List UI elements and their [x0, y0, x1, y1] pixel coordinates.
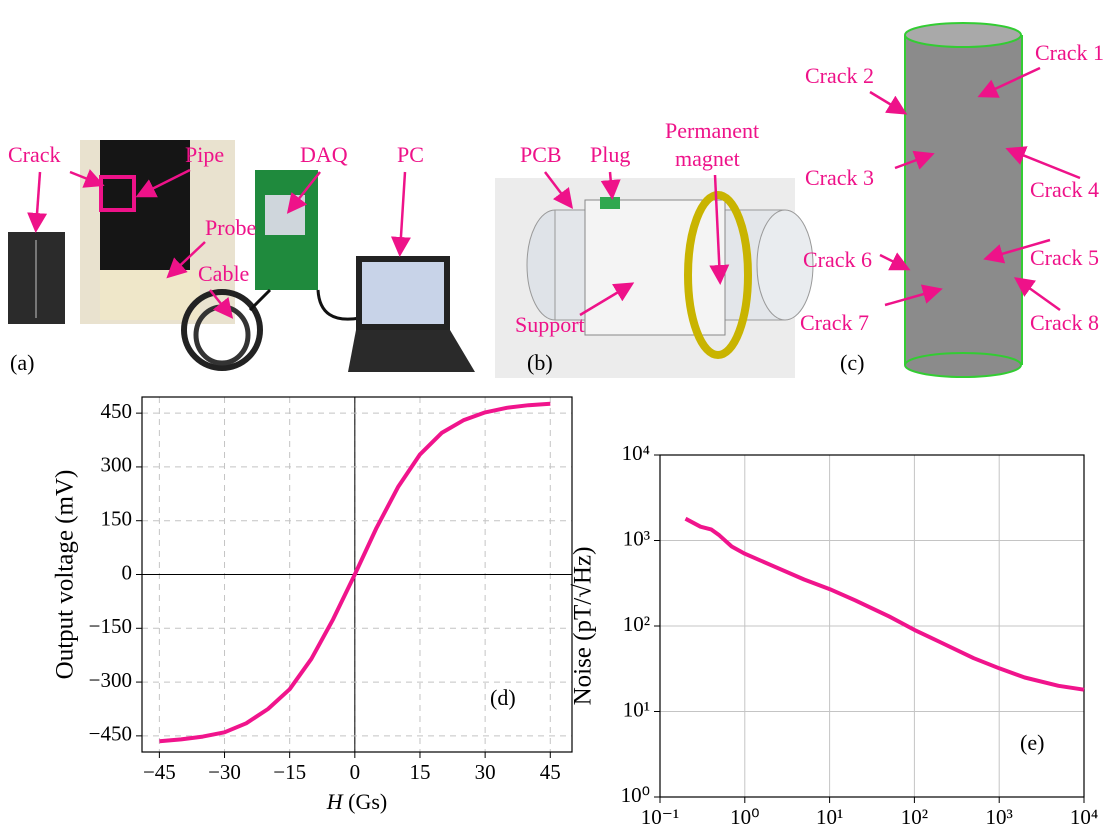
x-tick-label: 10³ [986, 805, 1013, 829]
figure: Crack Pipe Probe Cable DAQ PC (a) PCB Pl… [0, 0, 1118, 829]
x-axis-symbol: H [326, 789, 344, 814]
label: magnet [675, 146, 740, 171]
label: Cable [198, 261, 249, 286]
arrow [880, 255, 906, 268]
label: Crack 6 [803, 247, 872, 272]
label: Crack [8, 142, 61, 167]
y-tick-label: −450 [89, 722, 132, 746]
panel-a: Crack Pipe Probe Cable DAQ PC (a) [8, 140, 475, 375]
label: Plug [590, 142, 630, 167]
panel-label: (d) [490, 685, 516, 710]
arrow [1018, 280, 1060, 310]
y-tick-label: 10¹ [623, 697, 650, 721]
x-tick-label: 45 [540, 760, 561, 784]
arrow [36, 172, 40, 228]
arrow [870, 92, 903, 112]
label: Crack 2 [805, 63, 874, 88]
panel-label: (e) [1020, 730, 1044, 755]
label: PCB [520, 142, 562, 167]
x-tick-label: 10² [901, 805, 928, 829]
y-tick-label: 10² [623, 612, 650, 636]
arrow [400, 172, 405, 252]
y-tick-label: −150 [89, 614, 132, 638]
x-tick-label: 10¹ [816, 805, 843, 829]
panel-b: PCB Plug Permanent magnet Support (b) [495, 118, 813, 378]
panel-label: (a) [10, 350, 34, 375]
plug [600, 197, 620, 209]
label: Crack 5 [1030, 245, 1099, 270]
x-tick-label: −30 [208, 760, 241, 784]
y-tick-label: 10³ [623, 526, 650, 550]
label: Permanent [665, 118, 759, 143]
panel-label: (b) [527, 350, 553, 375]
pipe-end [905, 23, 1021, 47]
y-tick-label: 300 [101, 453, 133, 477]
label: DAQ [300, 142, 348, 167]
x-tick-label: 15 [409, 760, 430, 784]
x-tick-label: −45 [143, 760, 176, 784]
y-tick-label: 10⁴ [622, 441, 650, 465]
x-axis-unit: (Gs) [348, 789, 387, 814]
y-tick-label: −300 [89, 668, 132, 692]
x-tick-label: 0 [350, 760, 361, 784]
x-tick-label: −15 [273, 760, 306, 784]
label: Crack 7 [800, 310, 869, 335]
y-tick-label: 450 [101, 399, 133, 423]
y-axis-label: Noise (pT/√Hz) [570, 547, 597, 706]
support [585, 200, 725, 335]
y-tick-label: 0 [122, 560, 133, 584]
label: Crack 1 [1035, 40, 1104, 65]
label: Support [515, 312, 585, 337]
label: Pipe [185, 142, 224, 167]
x-tick-label: 10⁴ [1070, 805, 1098, 829]
y-axis-label: Output voltage (mV) [52, 470, 79, 680]
panel-c: Crack 1 Crack 2 Crack 3 Crack 4 Crack 5 … [800, 23, 1104, 377]
pipe-end [905, 353, 1021, 377]
y-tick-label: 150 [101, 507, 133, 531]
label: Probe [205, 215, 256, 240]
x-tick-label: 10⁻¹ [641, 805, 679, 829]
daq-unit [265, 195, 305, 235]
laptop-base [348, 330, 475, 372]
label: PC [397, 142, 424, 167]
laptop-display [362, 262, 444, 324]
panel-label: (c) [840, 350, 864, 375]
cable [250, 290, 360, 319]
label: Crack 8 [1030, 310, 1099, 335]
label: Crack 4 [1030, 177, 1099, 202]
x-axis-label: H (Gs) [326, 789, 388, 814]
y-tick-label: 10⁰ [621, 783, 650, 807]
label: Crack 3 [805, 165, 874, 190]
x-tick-label: 30 [475, 760, 496, 784]
x-tick-label: 10⁰ [730, 805, 759, 829]
